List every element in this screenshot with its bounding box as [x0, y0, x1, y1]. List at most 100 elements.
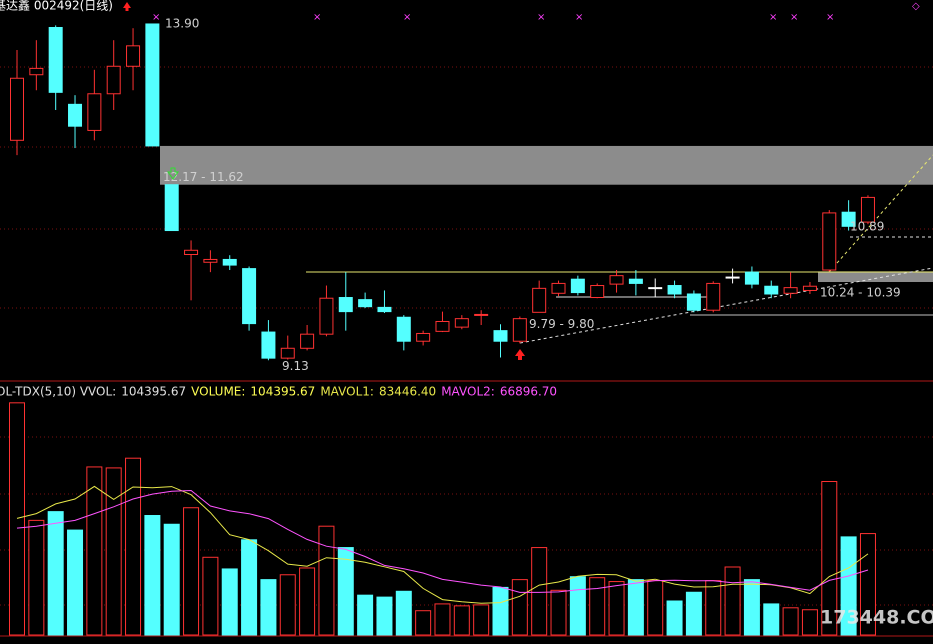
- volume-bar: [434, 603, 451, 636]
- candle-body: [628, 278, 643, 284]
- candle-body: [590, 285, 605, 299]
- candle-body: [126, 45, 141, 67]
- candle-body: [10, 77, 24, 141]
- marker: ×: [537, 12, 545, 23]
- volume-panel: [9, 402, 876, 636]
- candle-body: [68, 103, 83, 127]
- legend-label: VOLUME:: [191, 385, 245, 399]
- indicator-label: OL-TDX(5,10) VVOL:: [0, 385, 116, 399]
- legend-value: 104395.67: [250, 385, 315, 399]
- candle-body: [29, 67, 44, 76]
- price-label: 9.13: [282, 359, 309, 373]
- volume-bar: [86, 466, 103, 636]
- volume-bar: [299, 567, 316, 636]
- volume-bar: [492, 586, 509, 636]
- trend-line: [828, 154, 933, 273]
- marker: ×: [152, 12, 160, 23]
- candle-body: [512, 318, 527, 342]
- candle-body: [609, 275, 624, 285]
- candle-body: [648, 287, 663, 290]
- volume-bar: [511, 579, 528, 636]
- band-label: 10.24 - 10.39: [820, 286, 901, 300]
- marker: ◇: [912, 1, 920, 12]
- volume-bar: [241, 539, 258, 636]
- volume-bar: [743, 579, 760, 636]
- candle-body: [396, 316, 411, 342]
- candle-body: [338, 297, 353, 313]
- volume-bar: [569, 576, 586, 636]
- candle-body: [570, 278, 585, 294]
- band-label: 12.17 - 11.62: [163, 170, 244, 184]
- legend-value: 104395.67: [121, 385, 186, 399]
- candle-body: [744, 271, 759, 285]
- marker: ×: [313, 12, 321, 23]
- gap-band: [160, 145, 933, 185]
- candle-body: [667, 285, 682, 295]
- volume-bar: [279, 574, 296, 636]
- volume-bar: [859, 533, 876, 636]
- candle-body: [454, 318, 469, 328]
- volume-bar: [531, 547, 548, 636]
- volume-bar: [647, 580, 664, 636]
- candle-body: [764, 285, 779, 295]
- volume-bar: [473, 604, 490, 636]
- candle-body: [783, 287, 798, 294]
- marker: ×: [826, 12, 834, 23]
- ma-line: [16, 489, 869, 593]
- candle-body: [300, 333, 315, 349]
- volume-bar: [801, 609, 818, 636]
- band-label: 9.79 - 9.80: [529, 317, 594, 331]
- candle-body: [319, 297, 334, 335]
- marker: ×: [575, 12, 583, 23]
- candle-body: [242, 268, 257, 325]
- candle-body: [145, 23, 160, 147]
- markers: × × × × × × × × ◇: [152, 1, 920, 23]
- candle-body: [860, 196, 875, 223]
- candle-body: [841, 211, 856, 227]
- candle-body: [164, 184, 179, 232]
- candle-body: [822, 212, 837, 271]
- candle-body: [725, 276, 740, 279]
- candle-body: [203, 258, 218, 263]
- candle-body: [87, 93, 102, 131]
- candle-body: [706, 282, 721, 311]
- volume-bar: [9, 402, 25, 636]
- volume-bar: [608, 581, 625, 636]
- volume-bar: [589, 577, 606, 636]
- volume-bar: [666, 600, 683, 636]
- candle-body: [686, 293, 701, 311]
- signal-arrow: [167, 167, 179, 180]
- signal-arrow: [123, 2, 131, 11]
- ma-line: [16, 485, 869, 604]
- volume-bar: [821, 481, 838, 636]
- volume-bar: [125, 457, 142, 636]
- candle-body: [358, 299, 373, 308]
- volume-bar: [28, 519, 45, 636]
- volume-bar: [183, 507, 200, 636]
- candle-body: [261, 331, 276, 359]
- price-label: 13.90: [165, 16, 199, 30]
- legend-label: MAVOL2:: [441, 385, 495, 399]
- volume-bar: [627, 579, 644, 636]
- marker: ×: [769, 12, 777, 23]
- volume-bar: [144, 515, 161, 636]
- candle-body: [377, 306, 392, 313]
- candle-body: [280, 347, 295, 359]
- volume-bar: [105, 467, 122, 636]
- legend-value: 83446.40: [379, 385, 436, 399]
- volume-bar: [337, 547, 354, 636]
- trend-line: [519, 267, 933, 344]
- candle-body: [106, 65, 121, 95]
- volume-bar: [763, 603, 780, 636]
- volume-bar: [67, 529, 84, 636]
- candle-body: [222, 258, 237, 266]
- volume-bar: [453, 605, 470, 636]
- candles: [10, 23, 875, 361]
- candle-body: [532, 287, 547, 313]
- volume-bar: [318, 525, 335, 636]
- volume-bar: [724, 566, 741, 636]
- watermark: 173448.COM: [820, 607, 933, 629]
- volume-bar: [685, 591, 702, 636]
- volume-bar: [705, 580, 722, 636]
